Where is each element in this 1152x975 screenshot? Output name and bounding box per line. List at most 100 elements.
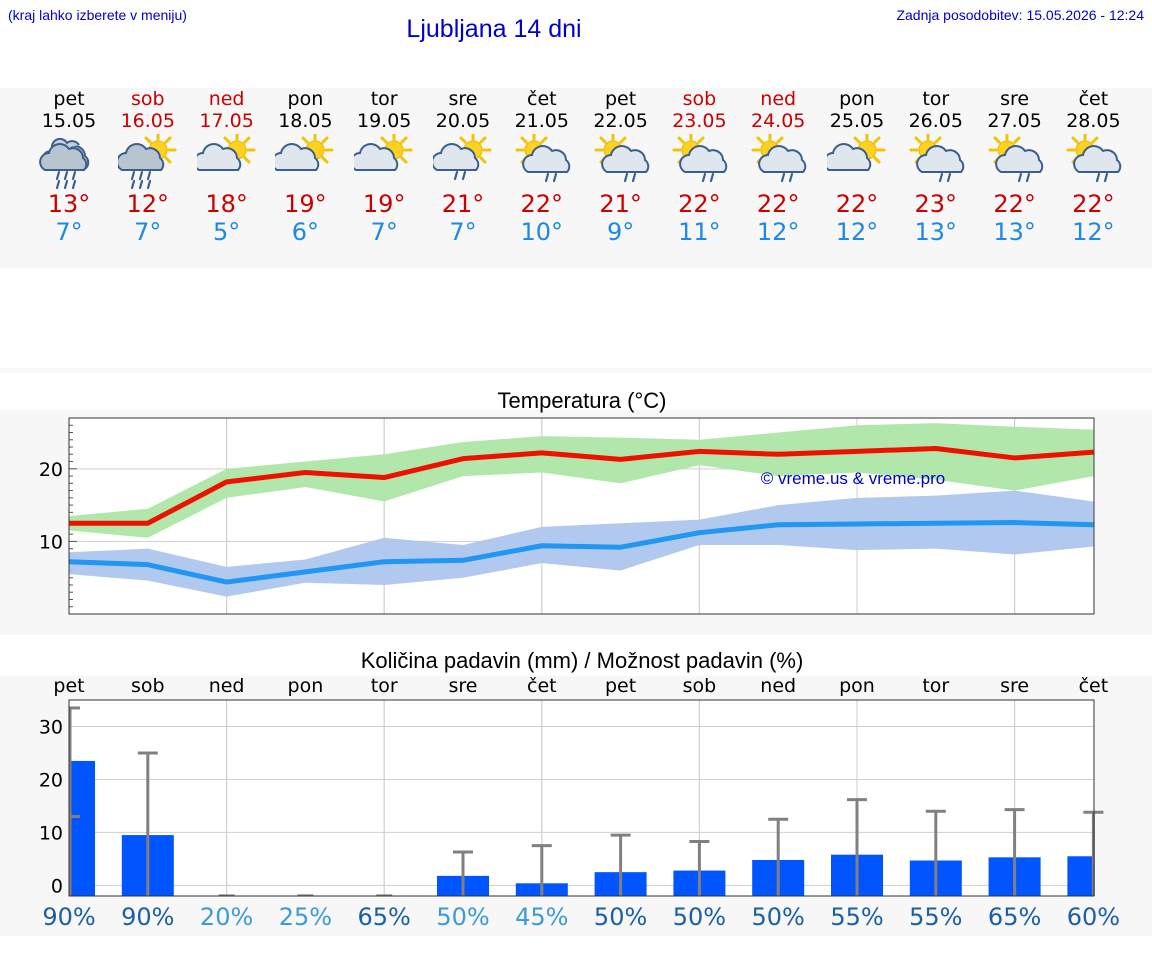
temp-max: 12° [126, 190, 170, 218]
temp-max: 22° [1072, 190, 1115, 218]
temp-min: 12° [1072, 218, 1115, 246]
category-label: sob [683, 675, 717, 697]
day-column: pet 15.05 13° 7° [30, 88, 109, 246]
day-name: tor [370, 88, 398, 110]
day-name: čet [1078, 88, 1109, 110]
temp-min: 5° [212, 218, 241, 246]
temp-max: 21° [441, 190, 485, 218]
sun-cloud-icon [275, 134, 334, 171]
day-column: sob 23.05 22° 11° [660, 88, 739, 246]
day-date: 20.05 [435, 110, 491, 132]
day-date: 21.05 [514, 110, 569, 132]
sun-cloud-shower-icon [672, 134, 728, 183]
day-date: 25.05 [829, 110, 885, 132]
sun-cloud-heavy-rain-icon [117, 134, 177, 190]
precip-probability: 55% [909, 903, 963, 931]
day-column: čet 28.05 22° 12° [1054, 88, 1133, 246]
max-temp-line [69, 445, 1094, 526]
temp-min: 7° [134, 218, 162, 246]
cloud-icon [521, 145, 571, 173]
watermark: © vreme.us & vreme.pro [761, 469, 945, 488]
sun-cloud-shower-icon [988, 134, 1043, 183]
rain-icon [1096, 172, 1109, 183]
day-date: 17.05 [199, 110, 254, 132]
cloud-icon [679, 145, 728, 173]
precip-probability: 50% [672, 903, 727, 931]
day-name: tor [922, 88, 950, 110]
rain-icon [1017, 172, 1030, 183]
cloud-icon [1073, 145, 1122, 173]
sun-cloud-rain-icon [433, 134, 492, 181]
sun-cloud-shower-icon [751, 134, 807, 183]
rain-icon [702, 172, 715, 183]
cloud-icon [117, 143, 165, 171]
cloud-icon [39, 143, 88, 171]
rain-icon [130, 170, 151, 190]
temp-min: 9° [606, 218, 635, 246]
category-label: čet [527, 675, 557, 697]
day-name: sre [1000, 88, 1030, 110]
precip-chart-title: Količina padavin (mm) / Možnost padavin … [360, 648, 804, 673]
day-name: sre [448, 88, 478, 110]
temp-min: 7° [449, 218, 477, 246]
temp-max: 21° [599, 190, 642, 218]
precip-probability: 90% [121, 903, 175, 931]
temperature-chart: 10 20 © vreme.us & vreme.pro [39, 417, 1095, 615]
cloud-icon [994, 145, 1043, 173]
cloud-icon [600, 145, 649, 173]
sun-cloud-shower-icon [515, 134, 571, 183]
cloud-icon [196, 143, 241, 171]
day-date: 26.05 [908, 110, 963, 132]
y-tick-label: 20 [39, 769, 63, 791]
day-date: 28.05 [1066, 110, 1121, 132]
sun-cloud-shower-icon [1066, 134, 1122, 183]
precip-probability: 60% [1066, 903, 1121, 931]
day-column: pon 18.05 19° 6° [266, 88, 345, 246]
divider-band [0, 368, 1152, 373]
sun-cloud-rain-icon [433, 134, 492, 181]
category-label: tor [922, 675, 949, 697]
precip-probability: 65% [357, 903, 411, 931]
temp-min: 10° [520, 218, 564, 246]
daily-forecast: pet 15.05 13° 7° sob 16.05 12° 7° ned 17.05 18° 5° p… [0, 88, 1152, 268]
cloud-icon [354, 143, 399, 171]
day-name: sob [682, 88, 717, 110]
precip-probability: 65% [987, 903, 1042, 931]
day-column: sob 16.05 12° 7° [108, 88, 187, 246]
day-date: 16.05 [120, 110, 175, 132]
temp-min: 6° [291, 218, 320, 246]
temp-max: 23° [914, 190, 958, 218]
sun-cloud-icon [275, 134, 334, 171]
precip-probability: 50% [751, 903, 805, 931]
day-column: sre 20.05 21° 7° [424, 88, 503, 246]
category-label: sob [131, 675, 165, 697]
temp-chart-title: Temperatura (°C) [497, 388, 667, 413]
day-date: 27.05 [987, 110, 1042, 132]
day-name: pet [604, 88, 637, 110]
temp-max: 22° [756, 190, 800, 218]
cloud-icon [827, 143, 872, 171]
plot-frame [68, 699, 1095, 897]
day-column: pon 25.05 22° 12° [818, 88, 897, 246]
precip-probability: 45% [515, 903, 569, 931]
day-name: ned [208, 88, 245, 110]
day-column: pet 22.05 21° 9° [581, 88, 660, 246]
day-name: pon [287, 88, 324, 110]
day-date: 22.05 [593, 110, 648, 132]
category-label: ned [209, 675, 245, 697]
sun-cloud-icon [827, 134, 886, 171]
category-label: pon [839, 675, 875, 697]
precip-bar [69, 760, 95, 896]
page-title: Ljubljana 14 dni [406, 15, 582, 43]
day-date: 15.05 [41, 110, 97, 132]
sun-cloud-icon [354, 134, 413, 171]
temp-min: 7° [55, 218, 83, 246]
y-tick-label: 10 [39, 822, 63, 844]
sun-cloud-shower-icon [751, 134, 807, 183]
sun-cloud-icon [354, 134, 413, 171]
category-label: tor [371, 675, 398, 697]
category-label: ned [760, 675, 796, 697]
category-label: pon [288, 675, 324, 697]
cloud-icon [275, 143, 320, 171]
day-column: tor 19.05 19° 7° [345, 88, 424, 246]
